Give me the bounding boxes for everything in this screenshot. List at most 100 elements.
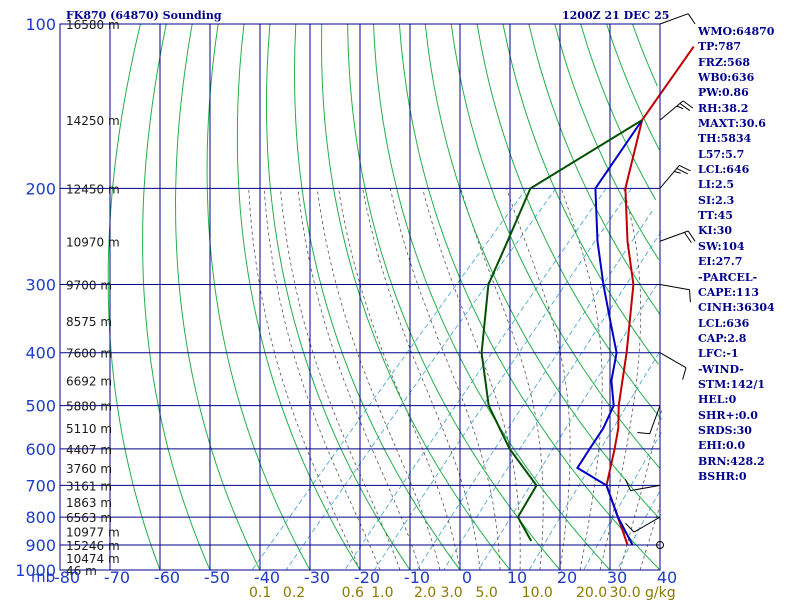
index-value: FRZ:568	[698, 55, 751, 69]
wind-barb	[659, 13, 696, 25]
parcel-profile	[576, 119, 643, 546]
mixing-unit-label: g/kg	[645, 585, 676, 600]
dewpoint-profile	[480, 119, 643, 542]
mixing-ratio-label: 10.0	[522, 585, 553, 600]
pressure-label: 500	[25, 397, 56, 416]
temperature-label: -20	[354, 568, 380, 587]
height-label: 10977 m	[66, 525, 120, 539]
mixing-ratio-label: 3.0	[440, 585, 462, 600]
index-value: WB0:636	[698, 71, 755, 85]
moist-adiabat	[619, 410, 662, 571]
index-value: CINH:36304	[698, 301, 775, 315]
temperature-label: -60	[154, 568, 180, 587]
temperature-label: -40	[254, 568, 280, 587]
temperature-label: 0	[462, 568, 472, 587]
dry-adiabat	[320, 23, 511, 571]
index-value: KI:30	[698, 224, 733, 238]
dry-adiabat	[293, 23, 461, 571]
dry-adiabat	[142, 23, 211, 571]
moist-adiabat	[297, 188, 421, 571]
pressure-label: 1000	[15, 561, 56, 580]
temperature-label: -80	[54, 568, 80, 587]
index-value: TH:5834	[698, 132, 752, 146]
mixing-ratio-label: 20.0	[576, 585, 607, 600]
index-value: SRDS:30	[698, 423, 752, 437]
sounding-index-panel: WMO:64870 TP:787 FRZ:568 WB0:636 PW:0.86 RH:3…	[698, 24, 800, 484]
height-label: 14250 m	[66, 114, 120, 128]
index-value: SHR+:0.0	[698, 408, 758, 422]
mixing-ratio-label: 30.0	[609, 585, 640, 600]
mixing-ratio-line	[416, 210, 653, 571]
pressure-label: 300	[25, 276, 56, 295]
mixing-ratio-label: 0.6	[342, 585, 364, 600]
index-value: TP:787	[698, 40, 742, 54]
wind-barb	[624, 479, 661, 492]
dry-adiabat	[347, 23, 561, 571]
pressure-label: 900	[25, 536, 56, 555]
height-label: 5880 m	[66, 400, 112, 414]
wind-barb	[637, 405, 661, 435]
index-value: TT:45	[698, 209, 733, 223]
dry-adiabat	[476, 23, 662, 420]
mixing-ratio-line	[478, 284, 658, 571]
index-value: LFC:-1	[698, 347, 739, 361]
mixing-ratio-label: 1.0	[371, 585, 393, 600]
index-value: CAP:2.8	[698, 331, 747, 345]
index-value: LCL:636	[698, 316, 750, 330]
temperature-label: 20	[557, 568, 577, 587]
height-label: 5110 m	[66, 422, 112, 436]
temperature-label: 30	[607, 568, 627, 587]
temperature-label: -10	[404, 568, 430, 587]
index-value: LI:2.5	[698, 178, 735, 192]
dry-adiabat	[236, 23, 361, 571]
pressure-label: 100	[25, 15, 56, 34]
moist-adiabat	[599, 188, 642, 571]
index-value: L57:5.7	[698, 147, 745, 161]
index-value: SI:2.3	[698, 193, 735, 207]
moist-adiabat	[280, 188, 401, 571]
height-label: 16580 m	[66, 18, 120, 32]
temperature-label: 40	[657, 568, 677, 587]
dry-adiabat	[502, 23, 659, 365]
index-value: CAPE:113	[698, 285, 759, 299]
height-label: 10970 m	[66, 235, 120, 249]
index-value: WMO:64870	[698, 25, 775, 38]
dry-adiabat	[606, 23, 660, 151]
dry-adiabat	[450, 23, 660, 469]
station-title: FK870 (64870) Sounding	[66, 9, 222, 22]
index-value: EHI:0.0	[698, 439, 746, 453]
height-label: 1863 m	[66, 496, 112, 510]
mixing-ratio-line	[616, 491, 660, 571]
height-label: 15246 m	[66, 539, 120, 553]
mixing-ratio-label: 0.2	[283, 585, 305, 600]
moist-adiabat	[389, 188, 501, 571]
height-label: 4407 m	[66, 443, 112, 457]
index-value: LCL:646	[698, 163, 750, 177]
wind-barb	[659, 284, 691, 303]
index-value: BSHR:0	[698, 469, 747, 483]
calm-wind-marker	[656, 541, 664, 550]
index-value: PW:0.86	[698, 86, 749, 100]
height-label: 10474 m	[66, 552, 120, 566]
index-value: -WIND-	[698, 362, 744, 376]
height-label: 7600 m	[66, 347, 112, 361]
pressure-label: 600	[25, 440, 56, 459]
mixing-ratio-label: 2.0	[414, 585, 436, 600]
temperature-label: -30	[304, 568, 330, 587]
height-label: 9700 m	[66, 279, 112, 293]
height-label: 12450 m	[66, 182, 120, 196]
wind-barb	[659, 352, 687, 380]
valid-time: 1200Z 21 DEC 25	[562, 9, 670, 22]
height-label: 8575 m	[66, 315, 112, 329]
dry-adiabat	[580, 23, 657, 201]
mixing-ratio-label: 5.0	[475, 585, 497, 600]
index-value: STM:142/1	[698, 377, 765, 391]
dry-adiabat	[424, 23, 662, 521]
pressure-label: 800	[25, 508, 56, 527]
height-label: 6692 m	[66, 375, 112, 389]
index-value: BRN:428.2	[698, 454, 765, 468]
index-value: RH:38.2	[698, 101, 749, 115]
index-value: EI:27.7	[698, 255, 743, 269]
temperature-label: -50	[204, 568, 230, 587]
